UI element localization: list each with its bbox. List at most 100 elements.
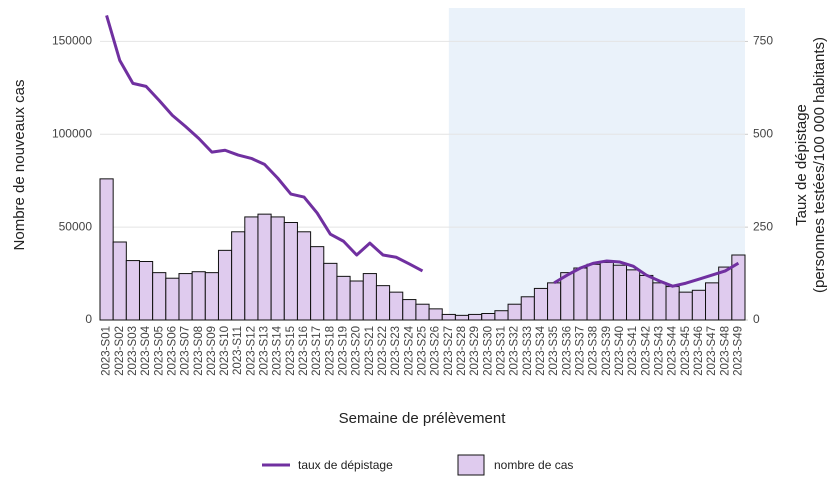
y-tick-label: 0 xyxy=(85,312,92,326)
bar xyxy=(533,287,549,321)
y-tick-label: 150000 xyxy=(52,34,92,48)
x-tick-label: 2023-S33 xyxy=(522,326,534,376)
x-tick-label: 2023-S04 xyxy=(140,325,152,375)
bar xyxy=(520,296,535,321)
bar xyxy=(507,303,522,321)
x-tick-label: 2023-S22 xyxy=(377,326,389,376)
bar xyxy=(231,231,246,321)
bar xyxy=(454,314,470,321)
bar xyxy=(402,299,417,321)
y-tick-label: 50000 xyxy=(59,219,93,233)
bar xyxy=(191,271,206,321)
x-tick-label: 2023-S49 xyxy=(732,326,744,376)
bar xyxy=(560,272,575,321)
y2-tick-label: 250 xyxy=(753,219,773,233)
bar xyxy=(639,274,654,321)
x-tick-label: 2023-S43 xyxy=(653,326,665,376)
legend-swatch xyxy=(457,454,485,476)
x-tick-label: 2023-S25 xyxy=(417,326,429,376)
x-tick-label: 2023-S06 xyxy=(166,326,178,376)
y2-tick-label: 0 xyxy=(753,312,760,326)
x-tick-label: 2023-S02 xyxy=(114,326,126,376)
x-tick-label: 2023-S17 xyxy=(311,326,323,376)
x-tick-label: 2023-S36 xyxy=(561,326,573,376)
x-tick-label: 2023-S46 xyxy=(693,326,705,376)
bar xyxy=(349,280,364,321)
y2-tick-label: 750 xyxy=(753,34,773,48)
x-tick-label: 2023-S12 xyxy=(245,326,257,376)
x-tick-label: 2023-S38 xyxy=(588,326,600,376)
bar xyxy=(415,303,430,321)
bar xyxy=(310,246,325,321)
bar xyxy=(428,308,443,321)
x-tick-label: 2023-S40 xyxy=(614,326,626,376)
bar xyxy=(705,282,720,321)
bar xyxy=(389,291,404,321)
bar xyxy=(599,261,614,321)
x-tick-label: 2023-S16 xyxy=(298,326,310,376)
x-tick-label: 2023-S01 xyxy=(101,326,113,376)
legend-label: taux de dépistage xyxy=(298,458,393,472)
bar xyxy=(441,313,456,321)
bar xyxy=(204,272,219,321)
bar xyxy=(626,269,641,321)
x-tick-label: 2023-S23 xyxy=(390,326,402,376)
bar xyxy=(362,273,377,321)
x-tick-label: 2023-S11 xyxy=(232,326,244,375)
x-tick-label: 2023-S42 xyxy=(640,326,652,376)
bar xyxy=(112,241,127,321)
x-tick-label: 2023-S37 xyxy=(574,326,586,376)
x-tick-label: 2023-S21 xyxy=(364,326,376,376)
x-tick-label: 2023-S48 xyxy=(719,326,731,376)
bar xyxy=(152,272,167,321)
x-tick-label: 2023-S10 xyxy=(219,326,231,376)
bar xyxy=(99,178,114,321)
x-tick-label: 2023-S35 xyxy=(548,326,560,376)
x-tick-label: 2023-S18 xyxy=(324,326,336,376)
y-tick-label: 100000 xyxy=(52,126,92,140)
x-tick-label: 2023-S15 xyxy=(285,326,297,376)
bar xyxy=(573,267,588,321)
bar xyxy=(481,313,496,321)
y2-axis-title: (personnes testées/100 000 habitants) xyxy=(811,37,828,293)
bar xyxy=(547,282,562,321)
bar xyxy=(217,249,233,321)
x-tick-label: 2023-S28 xyxy=(456,326,468,376)
y2-axis-title: Taux de dépistage xyxy=(793,104,810,226)
x-tick-label: 2023-S19 xyxy=(338,326,350,376)
x-tick-label: 2023-S44 xyxy=(667,325,679,375)
bar xyxy=(165,277,180,321)
bar xyxy=(731,254,746,321)
x-tick-label: 2023-S31 xyxy=(496,326,508,376)
bar xyxy=(257,213,272,321)
x-tick-label: 2023-S47 xyxy=(706,326,718,376)
y2-tick-label: 500 xyxy=(753,126,773,140)
bar xyxy=(375,285,391,321)
x-tick-label: 2023-S20 xyxy=(351,326,363,376)
x-tick-label: 2023-S26 xyxy=(430,326,442,376)
bar xyxy=(270,216,285,321)
x-tick-label: 2023-S30 xyxy=(482,326,494,376)
x-tick-label: 2023-S08 xyxy=(193,326,205,376)
legend-label: nombre de cas xyxy=(494,458,573,472)
bar xyxy=(296,231,312,321)
bar xyxy=(586,263,601,321)
y-axis-title: Nombre de nouveaux cas xyxy=(11,80,28,251)
x-tick-label: 2023-S32 xyxy=(509,326,521,376)
x-tick-label: 2023-S03 xyxy=(127,326,139,376)
bar xyxy=(336,275,351,321)
bar xyxy=(691,289,707,321)
x-tick-label: 2023-S14 xyxy=(272,325,284,375)
bar xyxy=(612,264,628,321)
x-tick-label: 2023-S27 xyxy=(443,326,455,376)
bar xyxy=(244,216,259,321)
bar xyxy=(678,291,693,321)
x-tick-label: 2023-S34 xyxy=(535,325,547,375)
x-tick-label: 2023-S24 xyxy=(403,325,415,375)
x-tick-label: 2023-S05 xyxy=(153,326,165,376)
bar xyxy=(665,286,680,321)
line xyxy=(105,15,740,288)
bar xyxy=(718,266,733,321)
bar xyxy=(125,260,140,321)
